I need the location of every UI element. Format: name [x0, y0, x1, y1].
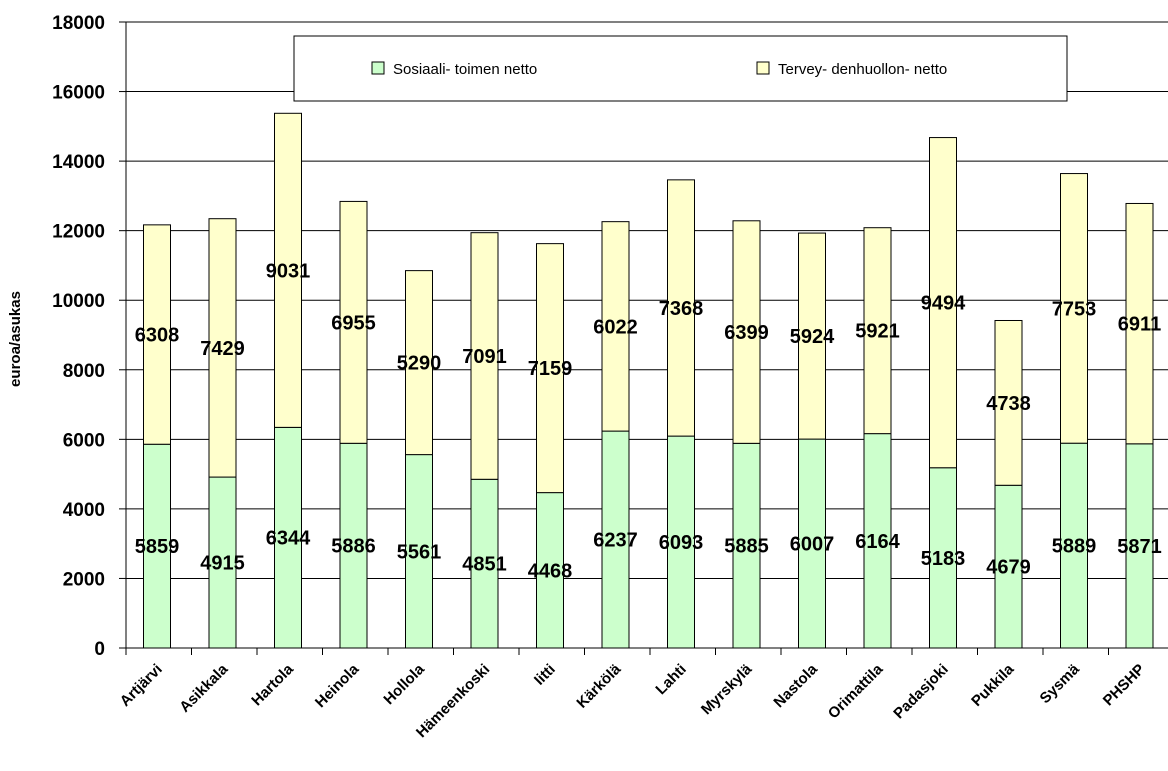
bar-sosiaali — [143, 443, 171, 649]
bar-terveys — [339, 200, 368, 444]
x-tick-label: Sysmä — [1037, 660, 1084, 707]
data-label-terveys: 5924 — [790, 326, 835, 348]
data-label-terveys: 4738 — [986, 393, 1031, 415]
data-label-sosiaali: 6093 — [659, 532, 704, 554]
data-label-sosiaali: 5859 — [135, 536, 180, 558]
bar-terveys — [405, 270, 433, 456]
data-label-sosiaali: 6007 — [790, 534, 835, 556]
data-label-sosiaali: 5889 — [1052, 536, 1097, 558]
x-tick-label: Padasjoki — [890, 661, 952, 723]
y-tick-label: 14000 — [52, 152, 105, 173]
bar-terveys — [143, 224, 171, 445]
bars — [143, 112, 1154, 649]
data-label-terveys: 5921 — [855, 321, 900, 343]
data-label-sosiaali: 5871 — [1117, 536, 1162, 558]
x-tick-label: Pukkila — [968, 660, 1018, 710]
data-label-terveys: 7159 — [528, 358, 573, 380]
y-tick-label: 10000 — [52, 291, 105, 312]
data-label-sosiaali: 6164 — [855, 531, 900, 553]
bar-terveys — [1125, 202, 1154, 445]
bar-terveys — [274, 112, 302, 428]
y-tick-label: 4000 — [63, 500, 105, 521]
data-label-terveys: 6911 — [1118, 314, 1161, 336]
bar-terveys — [208, 218, 237, 478]
data-label-terveys: 6308 — [135, 325, 180, 347]
bar-terveys — [994, 319, 1023, 486]
data-label-sosiaali: 4851 — [462, 554, 507, 576]
data-label-sosiaali: 4915 — [200, 553, 245, 575]
data-label-sosiaali: 5885 — [724, 536, 769, 558]
y-tick-label: 16000 — [52, 83, 105, 104]
bar-sosiaali — [732, 442, 761, 649]
data-label-terveys: 5290 — [397, 353, 442, 375]
bar-sosiaali — [1125, 443, 1154, 649]
legend-swatch-terveys — [756, 61, 770, 75]
bar-sosiaali — [405, 454, 433, 649]
x-tick-label: Heinola — [312, 660, 363, 711]
data-label-sosiaali: 6237 — [593, 530, 638, 552]
x-tick-label: Orimattila — [825, 660, 887, 722]
axes — [119, 21, 1168, 655]
y-tick-label: 6000 — [63, 430, 105, 451]
legend: Sosiaali- toimen netto Tervey- denhuollo… — [293, 35, 1068, 102]
legend-label-terveys: Tervey- denhuollon- netto — [778, 61, 947, 78]
bar-terveys — [732, 220, 761, 444]
data-label-terveys: 6022 — [593, 316, 638, 338]
data-label-terveys: 7091 — [462, 346, 507, 368]
x-tick-label: Myrskylä — [698, 660, 756, 718]
x-tick-label: Iitti — [531, 661, 559, 689]
data-label-sosiaali: 4679 — [986, 557, 1031, 579]
data-label-sosiaali: 5886 — [331, 536, 376, 558]
x-tick-label: Lahti — [652, 661, 689, 698]
y-axis-label: euroa/asukas — [7, 291, 24, 387]
x-tick-label: Asikkala — [176, 660, 232, 716]
x-tick-labels: Artjärvi Asikkala Hartola Heinola HollolaHäm… — [117, 660, 1149, 741]
x-tick-label: Kärkölä — [573, 660, 624, 711]
bar-terveys — [601, 221, 630, 432]
bar-sosiaali — [601, 430, 630, 649]
data-label-terveys: 7753 — [1052, 298, 1097, 320]
bar-terveys — [1060, 173, 1088, 444]
data-label-terveys: 9031 — [266, 260, 311, 282]
y-tick-label: 12000 — [52, 222, 105, 243]
data-label-terveys: 9494 — [921, 293, 966, 315]
bar-terveys — [470, 232, 499, 480]
bar-sosiaali — [667, 435, 695, 649]
y-tick-labels: 0 2000 4000 6000 8000 10000 12000 14000 16000 180… — [52, 13, 105, 660]
bar-sosiaali — [798, 438, 826, 649]
data-label-sosiaali: 4468 — [528, 560, 573, 582]
bar-terveys — [863, 227, 892, 435]
y-tick-label: 0 — [94, 639, 105, 660]
bar-sosiaali — [994, 484, 1023, 649]
x-tick-label: Hollola — [380, 660, 428, 708]
data-label-terveys: 6399 — [724, 322, 769, 344]
x-tick-label: Hartola — [248, 660, 297, 709]
bar-terveys — [667, 179, 695, 437]
data-label-sosiaali: 5561 — [397, 541, 442, 563]
data-label-sosiaali: 5183 — [921, 548, 966, 570]
bar-terveys — [929, 137, 957, 469]
x-tick-label: Artjärvi — [117, 661, 166, 710]
bar-sosiaali — [929, 467, 957, 649]
data-labels: 5859 6308 4915 7429 6344 9031 5886 6955 5561 5290… — [135, 260, 1162, 582]
bar-sosiaali — [1060, 442, 1088, 649]
legend-box — [293, 35, 1068, 102]
data-label-sosiaali: 6344 — [266, 528, 311, 550]
data-label-terveys: 7429 — [200, 338, 245, 360]
legend-swatch-sosiaali — [371, 61, 385, 75]
legend-label-sosiaali: Sosiaali- toimen netto — [393, 61, 537, 78]
bar-terveys — [798, 232, 826, 440]
data-label-terveys: 7368 — [659, 298, 704, 320]
data-label-terveys: 6955 — [331, 312, 376, 334]
y-tick-label: 8000 — [63, 361, 105, 382]
bar-terveys — [536, 243, 564, 494]
y-tick-label: 18000 — [52, 13, 105, 34]
x-tick-label: PHSHP — [1100, 661, 1149, 710]
y-tick-label: 2000 — [63, 569, 105, 590]
x-tick-label: Nastola — [770, 660, 821, 711]
